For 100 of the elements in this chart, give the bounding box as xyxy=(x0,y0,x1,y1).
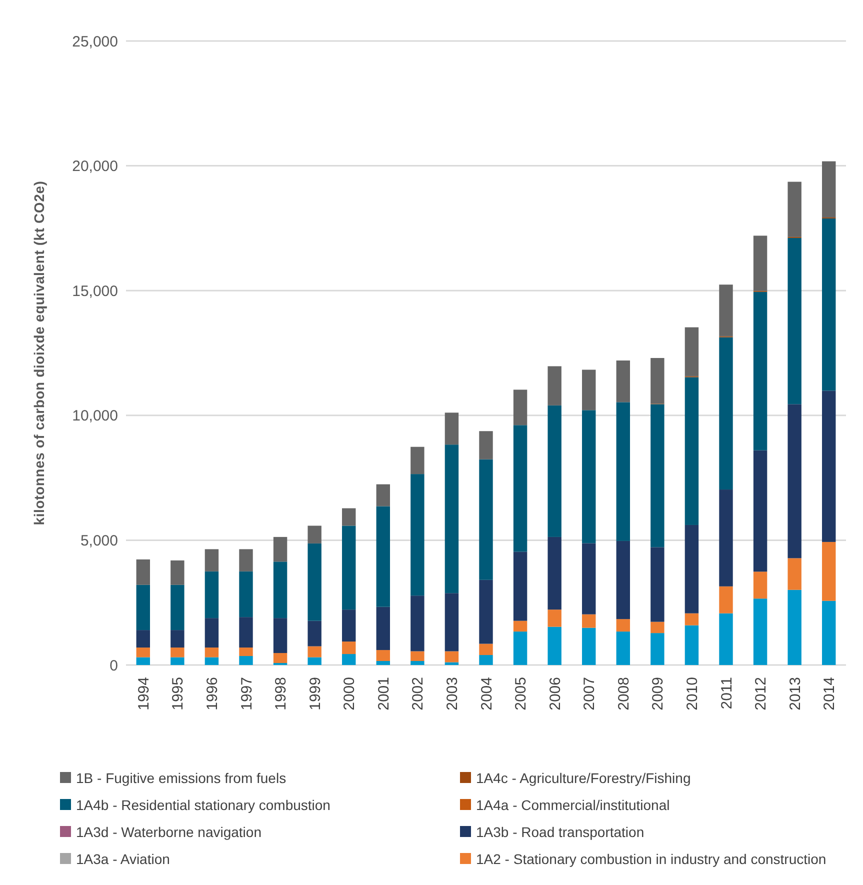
bar xyxy=(822,161,836,218)
bar xyxy=(136,559,150,585)
bar xyxy=(479,580,493,644)
bar xyxy=(684,377,699,525)
bar xyxy=(239,571,253,618)
bar xyxy=(410,651,424,662)
legend-label: 1A2 - Stationary combustion in industry and construction xyxy=(476,850,826,867)
bar xyxy=(616,632,630,665)
bar xyxy=(684,327,699,376)
legend-label: 1A3b - Road transportation xyxy=(476,824,644,840)
x-tick-label: 2010 xyxy=(684,677,701,710)
y-tick-label: 5,000 xyxy=(80,532,118,550)
bar xyxy=(170,584,184,630)
bar xyxy=(170,630,184,648)
x-tick-label: 2007 xyxy=(581,677,598,710)
legend-label: 1A3a - Aviation xyxy=(76,850,170,867)
x-tick-label: 2013 xyxy=(786,677,804,710)
bar xyxy=(616,360,630,402)
bar xyxy=(788,590,802,665)
bar xyxy=(513,620,528,632)
bar xyxy=(342,526,356,610)
bar xyxy=(822,600,836,665)
bar xyxy=(650,358,664,404)
bar xyxy=(342,642,356,654)
bar xyxy=(479,644,493,656)
bar xyxy=(376,506,390,607)
bar xyxy=(582,628,596,665)
x-tick-label: 2005 xyxy=(512,677,530,710)
bar xyxy=(650,404,664,548)
y-tick-label: 10,000 xyxy=(72,408,118,425)
legend-label: 1B - Fugitive emissions from fuels xyxy=(76,770,286,786)
bar xyxy=(342,610,356,642)
bar xyxy=(719,613,733,665)
bar xyxy=(273,618,288,654)
bar xyxy=(719,490,733,586)
bar xyxy=(822,390,836,542)
x-tick-label: 1996 xyxy=(204,677,221,710)
legend-label: 1A4c - Agriculture/Forestry/Fishing xyxy=(476,770,691,786)
y-tick-label: 25,000 xyxy=(72,33,118,50)
bar xyxy=(308,657,322,665)
x-tick-label: 2003 xyxy=(444,677,461,710)
x-tick-label: 2012 xyxy=(752,677,770,710)
x-tick-label: 1999 xyxy=(306,677,324,710)
bar xyxy=(239,648,253,656)
x-tick-label: 2002 xyxy=(410,677,427,710)
bar xyxy=(582,543,596,614)
bar xyxy=(513,552,528,621)
bar xyxy=(308,620,322,646)
y-tick-label: 0 xyxy=(110,657,118,674)
y-axis-title: kilotonnes of carbon dioixde equivalent (kt CO2e) xyxy=(31,180,47,526)
bar xyxy=(753,572,768,599)
bar xyxy=(822,542,836,601)
bar xyxy=(239,656,253,665)
bar xyxy=(376,650,390,662)
bar xyxy=(342,508,356,526)
bar xyxy=(170,560,184,585)
bar xyxy=(650,633,664,665)
x-tick-label: 2011 xyxy=(718,677,736,710)
bar xyxy=(513,425,528,552)
bar xyxy=(616,402,630,541)
bar xyxy=(548,626,562,665)
bar xyxy=(719,337,733,490)
x-tick-label: 1997 xyxy=(238,677,256,710)
bar xyxy=(684,625,699,665)
bar xyxy=(170,648,184,658)
x-tick-label: 2006 xyxy=(546,677,564,710)
bar xyxy=(308,543,322,621)
bar xyxy=(204,549,219,572)
bar xyxy=(684,524,699,614)
bar xyxy=(273,536,288,562)
legend-label: 1A4b - Residential stationary combustion xyxy=(76,796,330,813)
bar xyxy=(788,404,802,558)
bar xyxy=(410,474,424,596)
x-tick-label: 2001 xyxy=(375,677,392,710)
bar xyxy=(616,619,630,632)
bar xyxy=(719,586,733,614)
y-tick-label: 15,000 xyxy=(72,282,118,300)
bar xyxy=(822,218,836,391)
bar xyxy=(548,405,562,537)
bar xyxy=(548,610,562,627)
bar xyxy=(444,444,459,594)
bar xyxy=(273,653,288,664)
bar xyxy=(410,661,424,665)
bar xyxy=(582,370,596,410)
bar xyxy=(444,593,459,652)
bar xyxy=(582,410,596,544)
bar xyxy=(479,431,493,460)
bar xyxy=(753,598,768,665)
bar xyxy=(788,558,802,590)
bar xyxy=(650,622,664,634)
bar xyxy=(650,547,664,622)
bar xyxy=(548,536,562,610)
bar xyxy=(342,654,356,665)
bar xyxy=(204,618,219,648)
bar xyxy=(410,446,424,474)
bar xyxy=(136,657,150,665)
bar xyxy=(753,236,768,291)
x-tick-label: 2009 xyxy=(650,677,667,710)
bar xyxy=(513,632,528,665)
x-tick-label: 2014 xyxy=(821,677,838,710)
